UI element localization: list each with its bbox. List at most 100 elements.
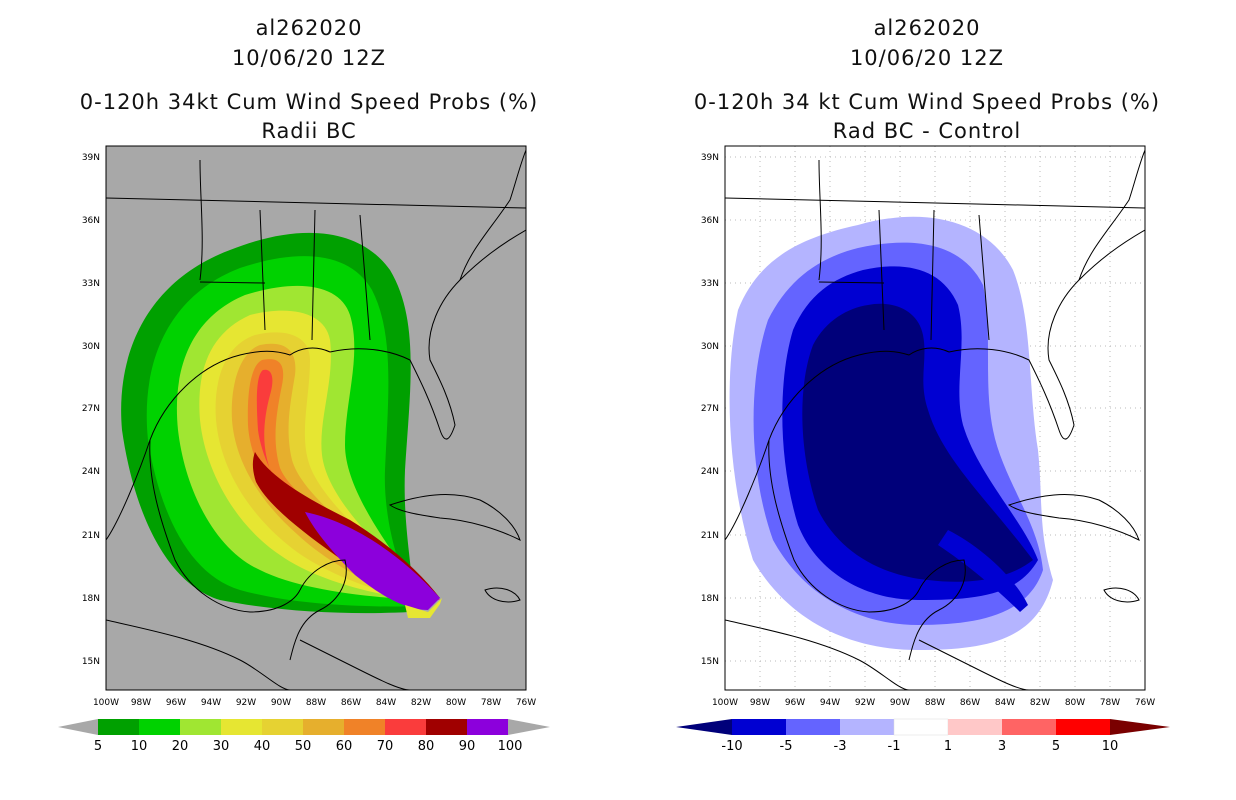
left-lat-label: 33N xyxy=(82,279,100,289)
right-subtitle: Rad BC - Control xyxy=(832,119,1022,143)
right-central-america xyxy=(725,619,1030,690)
right-lon-label: 86W xyxy=(960,698,980,708)
right-lon-label: 94W xyxy=(820,698,840,708)
right-lon-label: 92W xyxy=(855,698,875,708)
left-legend-swatch xyxy=(262,719,303,735)
right-legend-label: -5 xyxy=(780,739,793,754)
left-lon-label: 88W xyxy=(306,698,326,708)
right-hispaniola xyxy=(1103,587,1140,603)
left-lon-label: 90W xyxy=(271,698,291,708)
right-lon-label: 84W xyxy=(995,698,1015,708)
left-lon-label: 92W xyxy=(236,698,256,708)
left-lon-label: 82W xyxy=(411,698,431,708)
left-legend-label: 20 xyxy=(172,739,189,754)
left-gulf-states xyxy=(106,159,526,341)
left-subtitle: Radii BC xyxy=(261,119,357,143)
left-lon-label: 96W xyxy=(166,698,186,708)
left-texas-coast xyxy=(106,347,331,541)
left-legend-swatch xyxy=(180,719,221,735)
left-legend-label: 40 xyxy=(254,739,271,754)
right-lat-label: 18N xyxy=(701,594,719,604)
right-lat-label: 24N xyxy=(701,467,719,477)
right-yucatan xyxy=(908,559,966,661)
right-legend: -10 -5 -3 -1 1 3 5 10 xyxy=(676,718,1170,754)
left-lon-axis: 100W 98W 96W 94W 92W 90W 88W 86W 84W 82W… xyxy=(93,698,536,708)
right-lat-label: 33N xyxy=(701,279,719,289)
left-lat-label: 27N xyxy=(82,404,100,414)
right-legend-label: 10 xyxy=(1102,739,1119,754)
left-legend-label: 30 xyxy=(213,739,230,754)
left-lat-label: 15N xyxy=(82,657,100,667)
right-legend-swatch xyxy=(786,719,840,735)
left-lat-label: 36N xyxy=(82,216,100,226)
left-lon-label: 94W xyxy=(201,698,221,708)
right-legend-label: -1 xyxy=(888,739,901,754)
right-lat-label: 15N xyxy=(701,657,719,667)
right-lon-label: 96W xyxy=(785,698,805,708)
left-legend-label: 100 xyxy=(498,739,523,754)
left-legend-swatch xyxy=(467,719,508,735)
left-lon-label: 98W xyxy=(131,698,151,708)
left-legend-label: 5 xyxy=(94,739,102,754)
right-legend-label: -10 xyxy=(721,739,742,754)
right-legend-swatch xyxy=(1056,719,1110,735)
right-product-title: 0-120h 34 kt Cum Wind Speed Probs (%) xyxy=(693,90,1161,114)
left-lat-label: 24N xyxy=(82,467,100,477)
right-lat-label: 30N xyxy=(701,342,719,352)
right-lon-label: 76W xyxy=(1135,698,1155,708)
left-east-coast xyxy=(459,149,526,281)
right-legend-label: 1 xyxy=(944,739,952,754)
right-lat-axis: 39N 36N 33N 30N 27N 24N 21N 18N 15N xyxy=(701,153,719,667)
left-legend-swatch xyxy=(221,719,262,735)
right-lat-label: 21N xyxy=(701,531,719,541)
right-texas-coast xyxy=(725,347,950,541)
left-legend-label: 80 xyxy=(418,739,435,754)
prob-50 xyxy=(231,343,436,600)
right-lon-label: 100W xyxy=(712,698,738,708)
left-hispaniola xyxy=(484,587,521,603)
right-legend-right-arrow xyxy=(1110,719,1170,735)
left-date: 10/06/20 12Z xyxy=(231,46,387,70)
right-lon-label: 78W xyxy=(1100,698,1120,708)
left-cuba xyxy=(388,494,521,541)
right-date: 10/06/20 12Z xyxy=(849,46,1005,70)
left-central-america xyxy=(106,619,411,690)
right-east-coast xyxy=(1078,149,1145,281)
right-storm-id: al262020 xyxy=(873,16,981,40)
left-map: 39N 36N 33N 30N 27N 24N 21N 18N 15N 100W… xyxy=(58,145,550,754)
right-mexico-coast xyxy=(768,439,920,613)
left-storm-id: al262020 xyxy=(255,16,363,40)
left-lat-label: 21N xyxy=(82,531,100,541)
right-lat-label: 36N xyxy=(701,216,719,226)
right-lon-label: 80W xyxy=(1065,698,1085,708)
left-lon-label: 78W xyxy=(481,698,501,708)
left-legend-label: 90 xyxy=(459,739,476,754)
right-lat-label: 27N xyxy=(701,404,719,414)
left-legend-left-arrow xyxy=(58,719,98,735)
left-legend-swatch xyxy=(344,719,385,735)
right-cuba xyxy=(1007,494,1140,541)
left-yucatan xyxy=(289,559,347,661)
left-lat-label: 30N xyxy=(82,342,100,352)
left-legend-swatch xyxy=(139,719,180,735)
prob-90 xyxy=(305,512,440,610)
left-legend-swatch xyxy=(98,719,139,735)
right-lon-label: 90W xyxy=(890,698,910,708)
right-legend-label: -3 xyxy=(834,739,847,754)
left-legend-label: 70 xyxy=(377,739,394,754)
left-legend-right-arrow xyxy=(508,719,550,735)
left-product-title: 0-120h 34kt Cum Wind Speed Probs (%) xyxy=(79,90,539,114)
left-legend-label: 10 xyxy=(131,739,148,754)
right-legend-swatch xyxy=(948,719,1002,735)
right-legend-swatch xyxy=(732,719,786,735)
left-legend-swatch xyxy=(303,719,344,735)
right-lon-label: 88W xyxy=(925,698,945,708)
left-lat-label: 18N xyxy=(82,594,100,604)
right-legend-left-arrow xyxy=(676,719,732,735)
right-lat-label: 39N xyxy=(701,153,719,163)
left-legend-swatch xyxy=(426,719,467,735)
left-lat-label: 39N xyxy=(82,153,100,163)
left-legend-swatch xyxy=(385,719,426,735)
left-legend-label: 60 xyxy=(336,739,353,754)
left-lat-axis: 39N 36N 33N 30N 27N 24N 21N 18N 15N xyxy=(82,153,100,667)
